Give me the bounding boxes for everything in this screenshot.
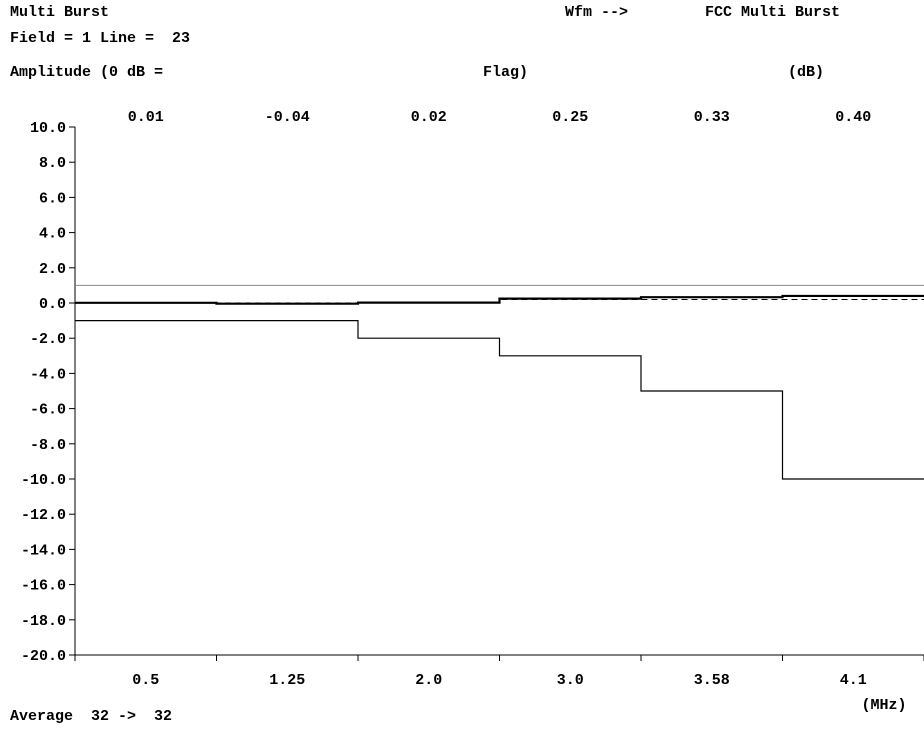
measured-value-label: 0.01: [128, 109, 164, 126]
measured-value-label: 0.25: [552, 109, 588, 126]
y-tick-label: -8.0: [30, 437, 66, 454]
amplitude-label: Amplitude (0 dB =: [10, 64, 164, 81]
x-tick-label: 2.0: [415, 672, 442, 689]
waveform-name: FCC Multi Burst: [705, 4, 841, 21]
x-tick-label: 3.0: [557, 672, 584, 689]
waveform-label: Wfm -->: [565, 4, 629, 21]
measured-value-label: 0.02: [411, 109, 447, 126]
y-tick-label: 8.0: [39, 155, 66, 172]
x-tick-label: 1.25: [269, 672, 305, 689]
y-tick-label: 2.0: [39, 261, 66, 278]
y-tick-label: -20.0: [21, 648, 66, 665]
y-tick-label: -2.0: [30, 331, 66, 348]
y-tick-label: 0.0: [39, 296, 66, 313]
series-line-1: [75, 294, 924, 305]
measured-value-label: 0.33: [694, 109, 730, 126]
average-label: Average 32 -> 32: [10, 708, 173, 725]
field-line-label: Field = 1 Line = 23: [10, 30, 191, 47]
series-line-3: [75, 298, 924, 304]
x-tick-label: 4.1: [840, 672, 867, 689]
reference-label: Flag): [483, 64, 529, 81]
y-tick-label: 10.0: [30, 120, 66, 137]
y-tick-label: -18.0: [21, 613, 66, 630]
unit-label: (dB): [788, 64, 825, 81]
y-tick-label: -4.0: [30, 366, 66, 383]
x-tick-label: 0.5: [132, 672, 159, 689]
x-axis-unit: (MHz): [861, 697, 906, 714]
x-tick-label: 3.58: [694, 672, 730, 689]
y-tick-label: -6.0: [30, 402, 66, 419]
y-tick-label: -14.0: [21, 542, 66, 559]
y-tick-label: 4.0: [39, 226, 66, 243]
y-tick-label: -12.0: [21, 507, 66, 524]
series-line-4: [75, 320, 924, 480]
chart-title: Multi Burst: [10, 4, 110, 21]
y-tick-label: -16.0: [21, 578, 66, 595]
measured-value-label: 0.40: [835, 109, 871, 126]
measured-value-label: -0.04: [265, 109, 310, 126]
y-tick-label: 6.0: [39, 190, 66, 207]
y-tick-label: -10.0: [21, 472, 66, 489]
